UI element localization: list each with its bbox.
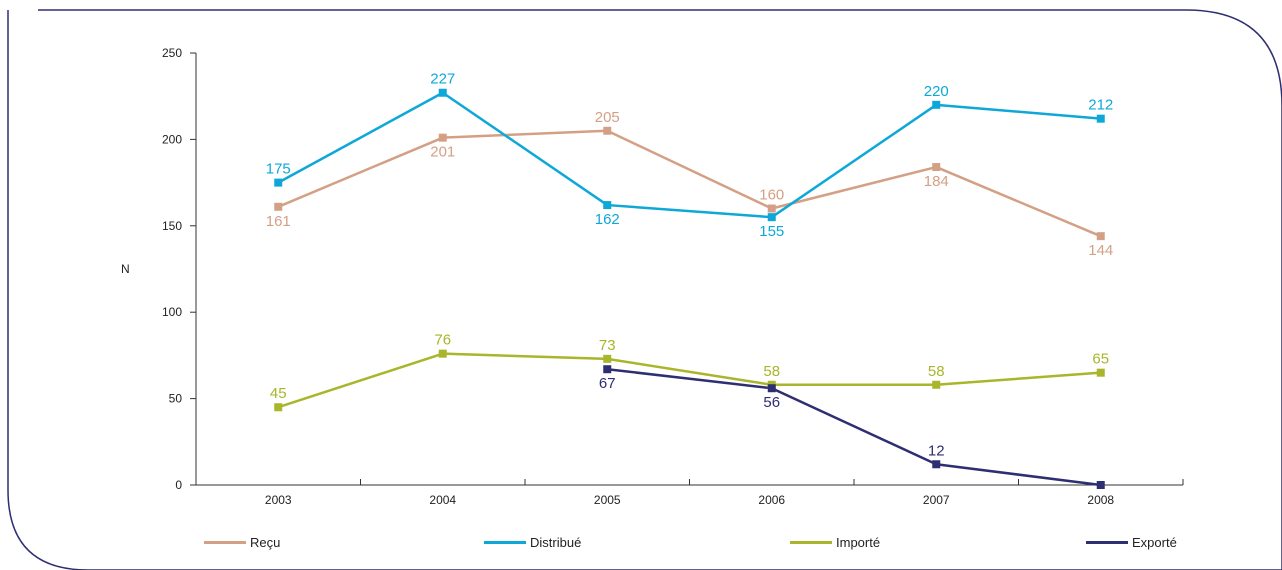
point-distribue (603, 201, 612, 210)
x-tick-label: 2004 (429, 493, 456, 507)
axes: 0 50 100 150 200 250 2003 2004 2005 2006 2007 2008 (162, 46, 1184, 507)
legend-label-recu: Reçu (250, 534, 281, 550)
series-line-distribue (277, 91, 1101, 219)
legend-label-exporte: Exporté (1132, 534, 1177, 550)
data-label-importe: 58 (928, 363, 945, 380)
legend-label-distribue: Distribué (530, 534, 582, 550)
legend-item-distribue: Distribué (484, 532, 581, 552)
data-label-distribue: 227 (430, 71, 455, 88)
data-label-recu: 201 (430, 144, 455, 161)
data-label-importe: 65 (1092, 351, 1109, 368)
data-labels: 161 201 205 160 184 144 175 227 162 155 220 212 45 76… (266, 71, 1114, 460)
data-label-distribue: 212 (1088, 97, 1113, 114)
point-importe (438, 349, 447, 358)
legend-swatch-distribue (484, 540, 526, 544)
y-tick-label: 250 (162, 46, 182, 60)
point-exporte (932, 460, 941, 469)
point-distribue (274, 178, 283, 187)
data-label-exporte: 67 (599, 375, 616, 392)
legend-item-importe: Importé (790, 532, 880, 552)
data-label-recu: 161 (266, 213, 291, 230)
legend-swatch-recu (204, 540, 246, 544)
legend-swatch-exporte (1086, 540, 1128, 544)
y-tick-label: 200 (162, 132, 182, 146)
point-recu (767, 204, 776, 213)
data-label-distribue: 155 (759, 223, 784, 240)
point-distribue (932, 100, 941, 109)
data-label-distribue: 162 (595, 211, 620, 228)
series-line-exporte (607, 367, 1101, 487)
point-importe (932, 380, 941, 389)
point-exporte (603, 365, 612, 374)
x-tick-label: 2007 (923, 493, 950, 507)
point-recu (1096, 232, 1105, 241)
point-recu (932, 163, 941, 172)
x-tick-label: 2003 (265, 493, 292, 507)
data-label-exporte: 56 (763, 394, 780, 411)
point-recu (274, 202, 283, 211)
point-recu (438, 133, 447, 142)
data-label-distribue: 220 (924, 83, 949, 100)
data-label-recu: 205 (595, 109, 620, 126)
data-label-importe: 73 (599, 337, 616, 354)
series-line-importe (277, 352, 1101, 409)
x-tick-label: 2008 (1087, 493, 1114, 507)
y-tick-label: 150 (162, 219, 182, 233)
point-importe (274, 403, 283, 412)
data-label-recu: 184 (924, 173, 949, 190)
x-tick-label: 2006 (758, 493, 785, 507)
y-tick-label: 100 (162, 305, 182, 319)
legend-item-recu: Reçu (204, 532, 280, 552)
point-distribue (438, 88, 447, 97)
point-distribue (1096, 114, 1105, 123)
series-markers (274, 88, 1105, 489)
series-line-recu (277, 129, 1102, 238)
legend-swatch-importe (790, 540, 832, 544)
legend-label-importe: Importé (836, 534, 881, 550)
data-label-recu: 144 (1088, 242, 1113, 259)
data-label-exporte: 12 (928, 442, 945, 459)
data-label-distribue: 175 (266, 161, 291, 178)
x-tick-label: 2005 (594, 493, 621, 507)
point-distribue (767, 213, 776, 222)
point-importe (1096, 368, 1105, 377)
y-tick-label: 50 (169, 392, 183, 406)
series-lines (277, 91, 1102, 487)
legend-item-exporte: Exporté (1086, 532, 1177, 552)
data-label-recu: 160 (759, 187, 784, 204)
y-tick-label: 0 (175, 478, 182, 492)
data-label-importe: 76 (434, 332, 451, 349)
point-exporte (1096, 481, 1105, 489)
point-exporte (767, 384, 776, 393)
y-axis-label: N (121, 262, 130, 276)
point-recu (603, 126, 612, 135)
data-label-importe: 58 (763, 363, 780, 380)
point-importe (603, 354, 612, 363)
data-label-importe: 45 (270, 385, 287, 402)
